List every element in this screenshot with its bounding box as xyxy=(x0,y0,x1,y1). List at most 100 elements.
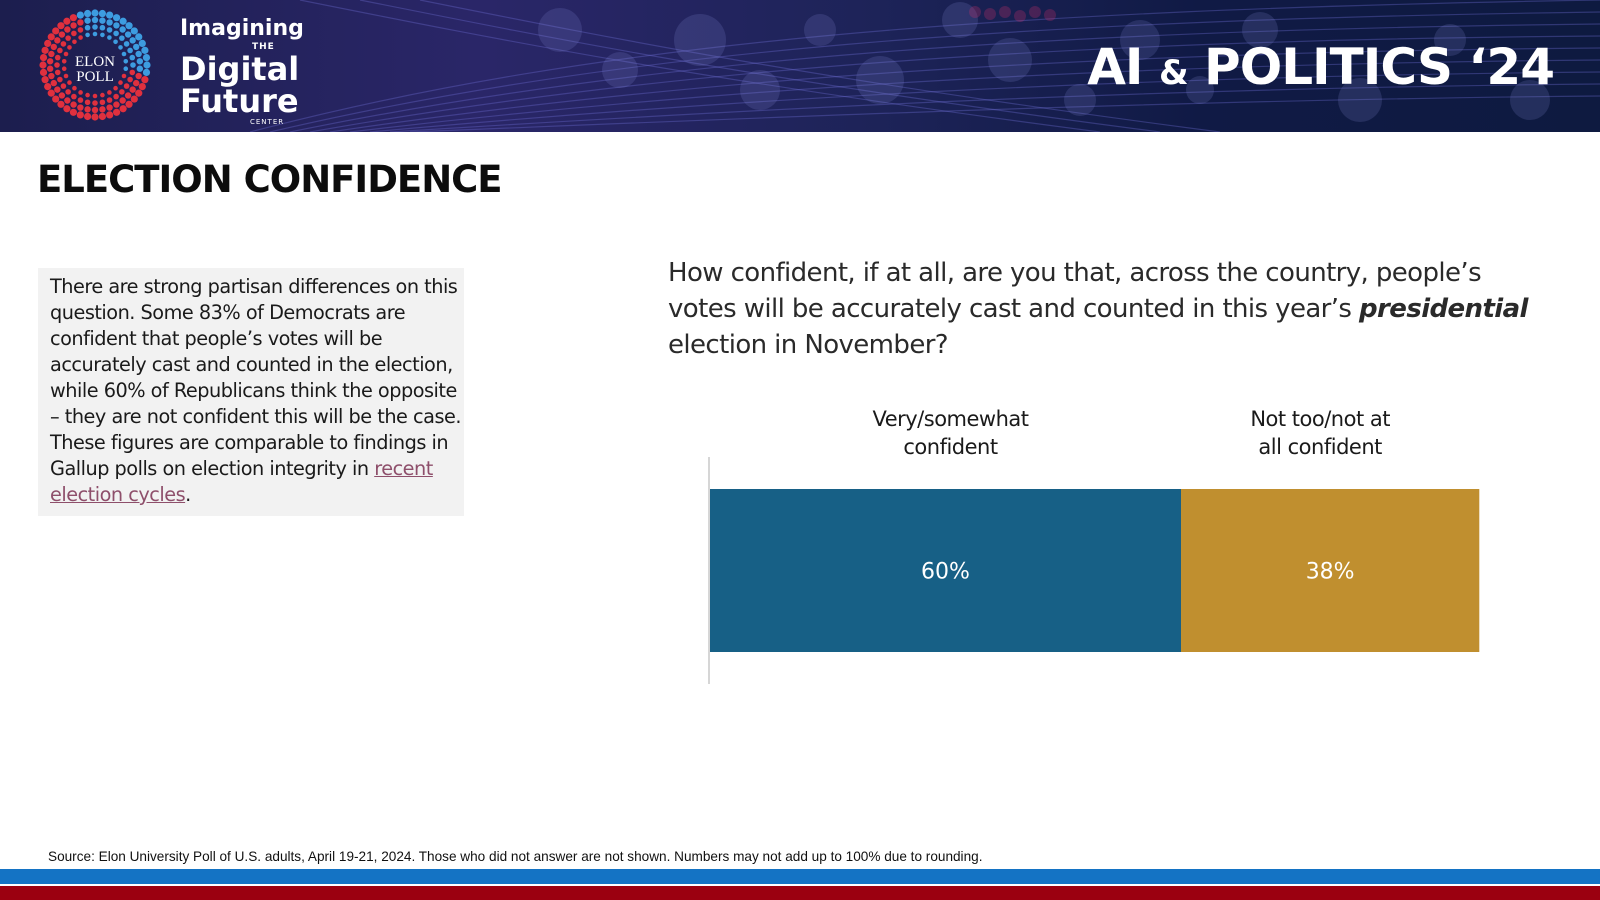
logo-dot xyxy=(119,26,126,33)
footer-stripe-blue xyxy=(0,869,1600,884)
banner-wave-pattern xyxy=(249,0,1600,132)
brand-line-center: CENTER xyxy=(250,118,285,126)
logo-dot xyxy=(142,53,151,62)
logo-dot xyxy=(64,26,71,33)
logo-dot xyxy=(141,76,149,84)
source-note: Source: Elon University Poll of U.S. adu… xyxy=(48,849,983,864)
logo-dot xyxy=(124,92,132,99)
logo-dot xyxy=(113,22,120,29)
logo-dot xyxy=(70,101,77,108)
logo-dot xyxy=(98,112,107,121)
logo-dot xyxy=(48,50,55,58)
brand-line-digital: Digital xyxy=(180,50,300,88)
logo-dot xyxy=(60,83,67,89)
logo-dot xyxy=(83,9,92,18)
imagining-digital-future-logo: Imagining THE Digital Future CENTER xyxy=(180,18,304,126)
page-title: ELECTION CONFIDENCE xyxy=(37,158,503,201)
logo-dot xyxy=(63,17,71,25)
logo-dot xyxy=(106,97,113,103)
logo-dot xyxy=(135,89,143,97)
logo-dot xyxy=(133,79,140,87)
logo-dot xyxy=(91,16,99,24)
logo-dot xyxy=(121,51,127,57)
logo-dot xyxy=(121,73,127,79)
logo-dot xyxy=(130,27,138,35)
logo-dot xyxy=(52,27,60,35)
series-title-politics: POLITICS ‘24 xyxy=(1204,38,1555,96)
logo-dot xyxy=(129,69,136,76)
logo-dot xyxy=(135,72,142,80)
series-title-ampersand: & xyxy=(1158,53,1189,93)
brand-line-future: Future xyxy=(180,82,299,120)
logo-dot xyxy=(129,54,136,61)
logo-dot xyxy=(119,89,125,95)
logo-dot xyxy=(125,100,133,108)
logo-dot xyxy=(130,62,136,68)
logo-dot xyxy=(54,54,61,61)
logo-dot xyxy=(47,33,55,41)
logo-dot xyxy=(85,32,90,38)
logo-dot xyxy=(124,31,132,38)
logo-dot xyxy=(78,90,83,95)
logo-dot xyxy=(113,30,119,37)
survey-question: How confident, if at all, are you that, … xyxy=(668,255,1528,363)
logo-dot xyxy=(71,30,77,37)
logo-dot xyxy=(54,69,61,76)
logo-dot xyxy=(129,37,136,44)
logo-dot xyxy=(77,19,84,26)
recent-election-cycles-link[interactable]: recent election cycles xyxy=(50,457,433,506)
logo-dot xyxy=(113,108,121,116)
logo-dot xyxy=(44,83,52,91)
logo-dot xyxy=(138,83,146,91)
logo-dot xyxy=(77,97,84,103)
logo-dot xyxy=(72,39,77,45)
logo-dot xyxy=(106,104,113,111)
elon-poll-logo: ELON POLL xyxy=(39,9,151,121)
logo-dot xyxy=(119,97,126,104)
header-banner: ELON POLL Imagining THE Digital Future C… xyxy=(0,0,1600,132)
question-text-before: How confident, if at all, are you that, … xyxy=(668,258,1482,324)
logo-dot xyxy=(41,46,49,54)
logo-dot xyxy=(63,51,69,57)
logo-dot xyxy=(113,93,119,100)
logo-dot xyxy=(67,80,72,85)
logo-dot xyxy=(130,95,138,103)
logo-dot xyxy=(84,17,91,24)
logo-dot xyxy=(60,41,67,47)
series-title-ai: AI xyxy=(1087,38,1143,96)
logo-dot xyxy=(119,17,127,25)
logo-dot xyxy=(99,99,106,106)
logo-dot xyxy=(136,58,144,65)
logo-dot xyxy=(63,73,69,79)
logo-dot xyxy=(123,66,129,72)
summary-note-box: There are strong partisan differences on… xyxy=(38,268,464,516)
logo-dot xyxy=(106,111,114,119)
logo-dot xyxy=(61,66,67,72)
logo-dot xyxy=(69,108,77,116)
logo-dot xyxy=(119,105,127,113)
logo-dot xyxy=(46,65,54,72)
logo-dot xyxy=(39,53,48,62)
logo-dot xyxy=(92,100,98,106)
logo-dot xyxy=(135,50,142,58)
logo-dot xyxy=(61,58,67,64)
logo-dot xyxy=(84,24,91,31)
bar-segment-not-confident xyxy=(1181,489,1480,652)
logo-dot xyxy=(85,92,90,98)
logo-dot xyxy=(76,111,84,119)
logo-dot xyxy=(39,68,48,77)
logo-dot xyxy=(113,39,118,45)
question-emphasis: presidential xyxy=(1359,294,1528,324)
logo-dot xyxy=(72,85,77,91)
logo-dot xyxy=(57,100,65,108)
logo-text-poll: POLL xyxy=(76,69,114,85)
summary-note-text: There are strong partisan differences on… xyxy=(50,274,464,508)
logo-dot xyxy=(50,79,57,87)
footer-stripe-red xyxy=(0,886,1600,900)
summary-note-body: There are strong partisan differences on… xyxy=(50,275,461,480)
logo-dot xyxy=(100,92,105,98)
logo-dot xyxy=(63,105,71,113)
logo-dot xyxy=(125,22,133,30)
series-title: AI & POLITICS ‘24 xyxy=(1087,38,1555,96)
logo-dot xyxy=(69,14,77,22)
